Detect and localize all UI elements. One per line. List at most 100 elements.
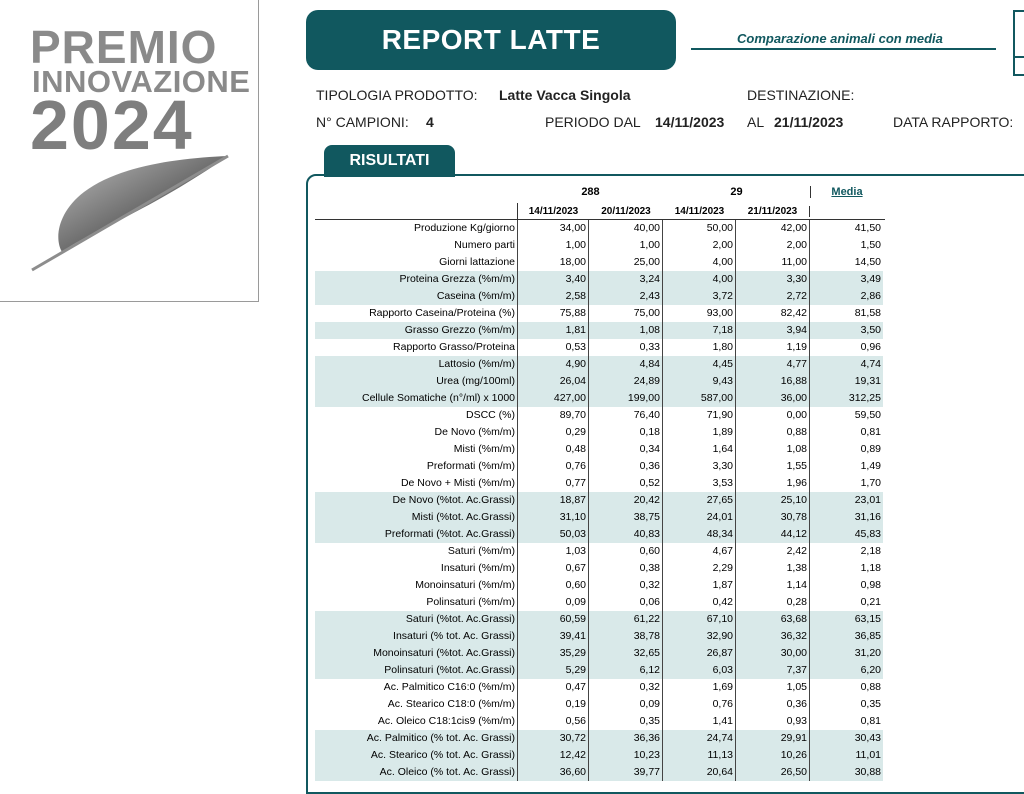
row-value: 0,36	[736, 696, 810, 713]
row-value: 63,68	[736, 611, 810, 628]
row-label: Monoinsaturi (%m/m)	[315, 577, 518, 594]
row-value: 11,00	[736, 254, 810, 271]
row-value: 2,29	[663, 560, 736, 577]
row-value: 3,40	[518, 271, 589, 288]
row-value: 1,41	[663, 713, 736, 730]
row-average: 0,21	[860, 596, 881, 608]
row-value: 1,19	[736, 339, 810, 356]
row-average: 59,50	[854, 409, 881, 421]
row-value: 1,03	[518, 543, 589, 560]
table-row: Saturi (%m/m) 1,03 0,60 4,67 2,42 2,18	[315, 543, 885, 560]
row-value: 26,04	[518, 373, 589, 390]
table-row: DSCC (%) 89,70 76,40 71,90 0,00 59,50	[315, 407, 885, 424]
row-average: 81,58	[854, 307, 881, 319]
row-value: 0,09	[518, 594, 589, 611]
table-header-animals: 288 29 Media	[315, 181, 885, 203]
row-label: Grasso Grezzo (%m/m)	[315, 322, 518, 339]
row-value: 5,29	[518, 662, 589, 679]
table-row: Monoinsaturi (%tot. Ac.Grassi) 35,29 32,65…	[315, 645, 885, 662]
row-value: 82,42	[736, 305, 810, 322]
row-value: 26,87	[663, 645, 736, 662]
table-row: Caseina (%m/m) 2,58 2,43 3,72 2,72 2,86	[315, 288, 885, 305]
periodo-dal-label: PERIODO DAL	[545, 114, 641, 130]
row-average: 4,74	[810, 356, 883, 373]
tipologia-label: TIPOLOGIA PRODOTTO:	[316, 87, 478, 103]
row-label: Rapporto Caseina/Proteina (%)	[315, 305, 518, 322]
row-value: 0,18	[589, 424, 663, 441]
row-value: 7,18	[663, 322, 736, 339]
row-value: 50,03	[518, 526, 589, 543]
row-value: 42,00	[736, 220, 810, 237]
table-row: Monoinsaturi (%m/m) 0,60 0,32 1,87 1,14 0,98	[315, 577, 885, 594]
tab-risultati[interactable]: RISULTATI	[324, 145, 455, 177]
row-value: 1,64	[663, 441, 736, 458]
row-value: 25,00	[589, 254, 663, 271]
row-value: 30,00	[736, 645, 810, 662]
row-label: Misti (%tot. Ac.Grassi)	[315, 509, 518, 526]
row-value: 6,12	[589, 662, 663, 679]
row-value: 44,12	[736, 526, 810, 543]
row-value: 39,77	[589, 764, 663, 781]
row-value: 24,74	[663, 730, 736, 747]
row-value: 0,67	[518, 560, 589, 577]
row-value: 16,88	[736, 373, 810, 390]
row-average: 30,88	[810, 764, 883, 781]
row-value: 427,00	[518, 390, 589, 407]
table-row: Produzione Kg/giorno 34,00 40,00 50,00 42,00…	[315, 220, 885, 237]
row-average: 0,81	[860, 426, 881, 438]
row-value: 199,00	[589, 390, 663, 407]
row-value: 0,28	[736, 594, 810, 611]
row-value: 0,35	[589, 713, 663, 730]
row-average: 11,01	[810, 747, 883, 764]
row-value: 0,32	[589, 679, 663, 696]
row-value: 39,41	[518, 628, 589, 645]
row-value: 9,43	[663, 373, 736, 390]
row-average: 0,88	[860, 681, 881, 693]
results-table: 288 29 Media 14/11/2023 20/11/2023 14/11…	[315, 181, 885, 781]
media-header[interactable]: Media	[810, 186, 883, 198]
row-value: 0,60	[518, 577, 589, 594]
row-value: 25,10	[736, 492, 810, 509]
row-value: 93,00	[663, 305, 736, 322]
row-value: 31,10	[518, 509, 589, 526]
data-rapporto-label: DATA RAPPORTO:	[893, 114, 1014, 130]
subtitle-underline	[691, 48, 996, 50]
table-row: Giorni lattazione 18,00 25,00 4,00 11,00 14,5…	[315, 254, 885, 271]
row-label: Ac. Palmitico (% tot. Ac. Grassi)	[315, 730, 518, 747]
row-label: Misti (%m/m)	[315, 441, 518, 458]
table-row: Rapporto Caseina/Proteina (%) 75,88 75,00 9…	[315, 305, 885, 322]
row-value: 1,89	[663, 424, 736, 441]
row-value: 1,69	[663, 679, 736, 696]
row-label: Preformati (%m/m)	[315, 458, 518, 475]
row-average: 31,20	[810, 645, 883, 662]
table-row: De Novo (%m/m) 0,29 0,18 1,89 0,88 0,81	[315, 424, 885, 441]
report-title-banner: REPORT LATTE	[306, 10, 676, 70]
row-value: 1,96	[736, 475, 810, 492]
row-value: 3,30	[663, 458, 736, 475]
row-value: 0,42	[663, 594, 736, 611]
row-value: 18,87	[518, 492, 589, 509]
table-row: Preformati (%tot. Ac.Grassi) 50,03 40,83 48…	[315, 526, 885, 543]
animal-288-header: 288	[581, 186, 600, 198]
row-average: 36,85	[810, 628, 883, 645]
row-value: 36,36	[589, 730, 663, 747]
table-row: Polinsaturi (%tot. Ac.Grassi) 5,29 6,12 6,0…	[315, 662, 885, 679]
row-value: 35,29	[518, 645, 589, 662]
row-value: 2,42	[736, 543, 810, 560]
row-value: 4,00	[663, 271, 736, 288]
row-value: 71,90	[663, 407, 736, 424]
row-value: 3,94	[736, 322, 810, 339]
row-average: 2,86	[810, 288, 883, 305]
row-value: 67,10	[663, 611, 736, 628]
table-header-dates: 14/11/2023 20/11/2023 14/11/2023 21/11/2…	[315, 203, 885, 220]
row-value: 2,43	[589, 288, 663, 305]
row-value: 0,60	[589, 543, 663, 560]
row-value: 2,00	[736, 237, 810, 254]
row-value: 0,47	[518, 679, 589, 696]
table-row: Misti (%tot. Ac.Grassi) 31,10 38,75 24,01 30…	[315, 509, 885, 526]
logo-innovazione-text: INNOVAZIONE	[32, 64, 251, 99]
leaf-icon	[31, 154, 229, 272]
row-value: 2,72	[736, 288, 810, 305]
campioni-label: N° CAMPIONI:	[316, 114, 409, 130]
row-average: 30,43	[810, 730, 883, 747]
